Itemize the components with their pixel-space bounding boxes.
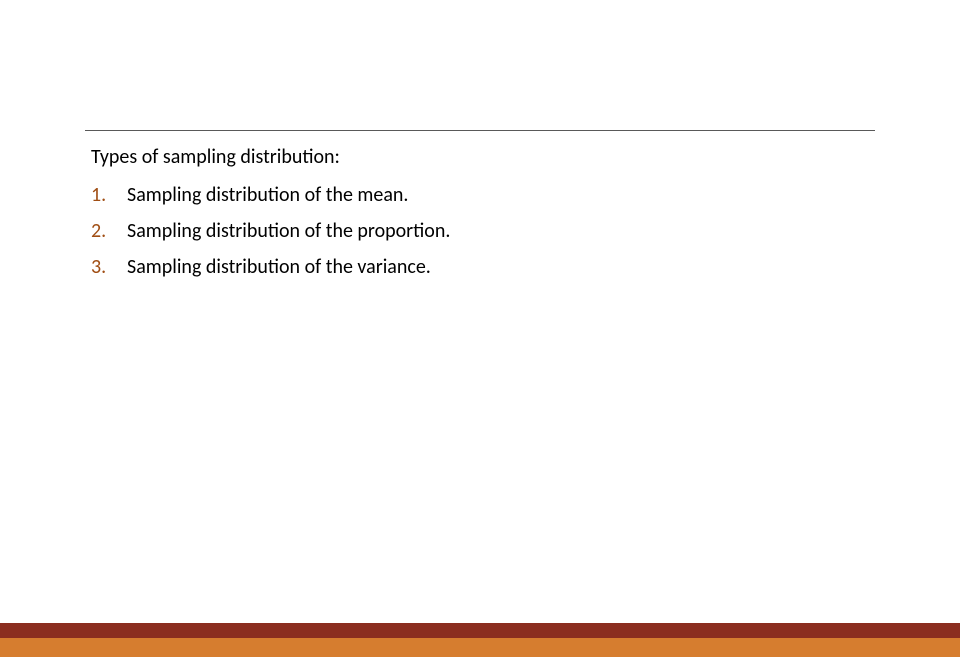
footer-orange-bar [0,635,960,657]
list-text: Sampling distribution of the variance. [127,255,431,279]
footer-decoration [0,623,960,657]
list-number: 2. [91,219,127,243]
slide-heading: Types of sampling distribution: [85,145,875,169]
list-number: 1. [91,183,127,207]
list-item: 2. Sampling distribution of the proporti… [91,219,875,243]
main-list: 1. Sampling distribution of the mean. 2.… [85,183,875,279]
slide-content: Types of sampling distribution: 1. Sampl… [0,130,960,279]
list-item: 3. Sampling distribution of the variance… [91,255,875,279]
list-item: 1. Sampling distribution of the mean. [91,183,875,207]
list-text: Sampling distribution of the mean. [127,183,408,207]
list-text: Sampling distribution of the proportion. [127,219,450,243]
footer-red-bar [0,623,960,638]
list-number: 3. [91,255,127,279]
title-divider [85,130,875,131]
